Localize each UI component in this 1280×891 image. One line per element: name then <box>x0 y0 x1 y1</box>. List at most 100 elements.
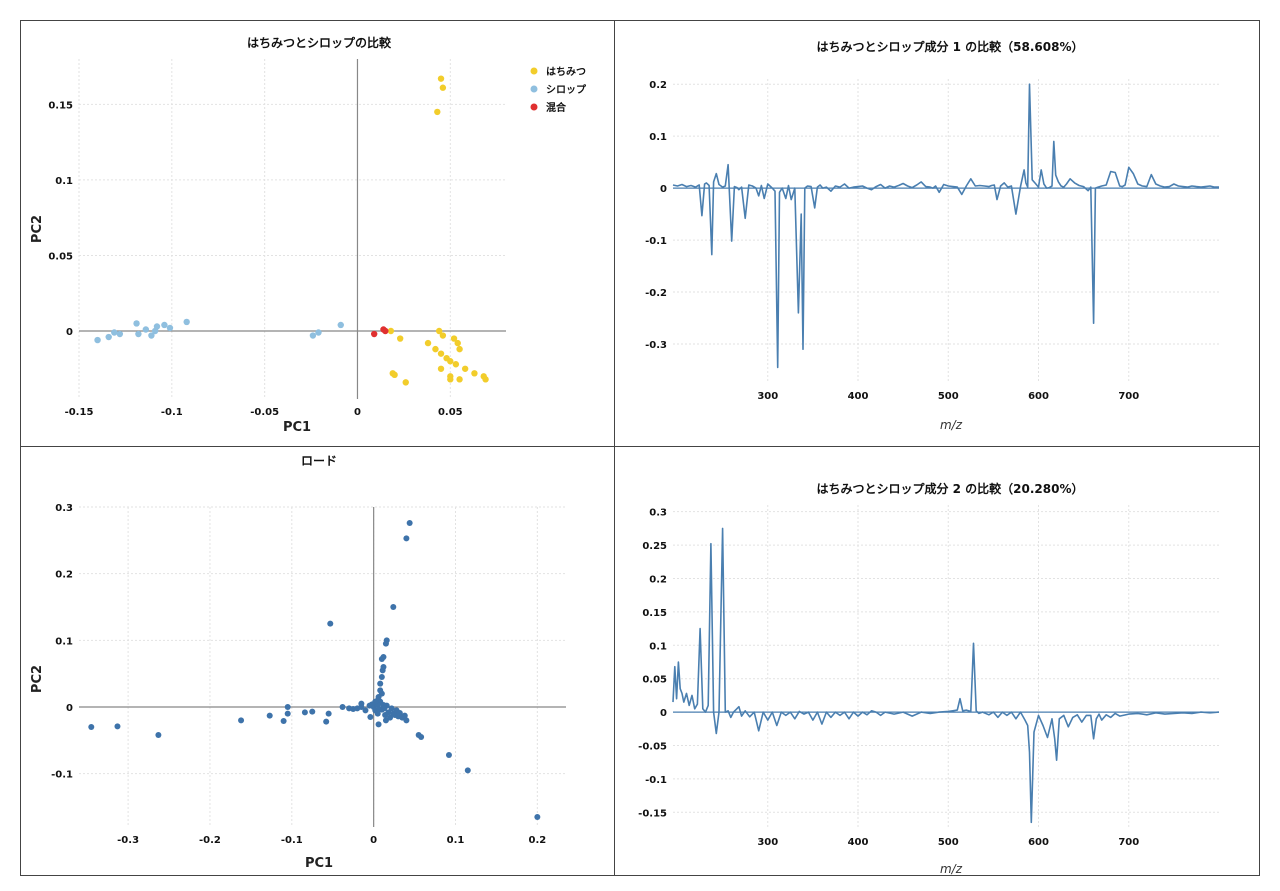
x-tick-label: 0.1 <box>447 835 465 846</box>
scatter-point <box>437 365 445 372</box>
scatter-point <box>376 706 383 712</box>
scatter-point <box>403 717 410 724</box>
legend-label: 混合 <box>546 101 567 114</box>
scatter-point <box>105 333 112 341</box>
scatter-point <box>380 654 387 660</box>
scatter-point <box>153 323 161 330</box>
x-axis-label: PC1 <box>283 420 311 435</box>
x-tick-label: 500 <box>938 391 959 402</box>
legend-marker <box>530 85 538 93</box>
scatter-point <box>358 700 365 707</box>
scatter-point <box>447 358 454 365</box>
scatter-point <box>391 371 398 379</box>
scatter-point <box>369 701 376 708</box>
scatter-point <box>111 329 118 336</box>
scatter-point <box>447 376 454 383</box>
scatter-point <box>362 707 369 714</box>
x-tick-label: 400 <box>848 837 869 848</box>
scatter-point <box>432 345 439 353</box>
scatter-point <box>166 324 174 332</box>
x-axis-label: m/z <box>940 862 963 875</box>
y-tick-label: 0 <box>660 708 667 719</box>
x-tick-label: -0.1 <box>161 407 183 418</box>
y-tick-label: 0.3 <box>55 503 73 514</box>
scatter-point <box>388 705 395 712</box>
scatter-point <box>183 318 190 326</box>
scatter-point <box>315 329 322 336</box>
scatter-point <box>375 721 382 728</box>
component2-panel: 300 400 500 600 700 -0.15 -0.1 -0.05 0 0.05 0.1 0.1… <box>615 447 1259 875</box>
y-tick-label: 0.2 <box>649 80 667 91</box>
scatter-point <box>385 709 392 716</box>
x-tick-label: -0.15 <box>65 407 94 418</box>
x-tick-label: 0.05 <box>438 407 463 418</box>
x-tick-label: 300 <box>757 837 778 848</box>
scatter-point <box>325 710 332 717</box>
y-tick-label: 0.1 <box>55 636 73 647</box>
scatter-point <box>94 336 101 344</box>
x-tick-label: 700 <box>1118 837 1139 848</box>
y-tick-label: -0.1 <box>645 236 667 247</box>
y-tick-label: 0.2 <box>55 570 73 581</box>
scatter-point <box>381 705 388 712</box>
spectrum-line <box>672 83 1219 369</box>
x-tick-label: -0.1 <box>281 835 303 846</box>
scores-scatter-chart: -0.15 -0.1 -0.05 0 0.05 0 0.05 0.1 0.15 はちみつとシロップ… <box>30 35 587 435</box>
scatter-point <box>382 327 389 335</box>
x-tick-label: 600 <box>1028 391 1049 402</box>
scatter-point <box>142 326 150 333</box>
scatter-point <box>435 327 443 335</box>
scatter-point <box>482 376 489 383</box>
scatter-point <box>439 84 447 91</box>
scatter-point <box>135 330 142 338</box>
scatter-point <box>461 365 469 372</box>
scatter-point <box>445 752 452 758</box>
scatter-point <box>534 814 541 820</box>
x-axis-label: PC1 <box>305 856 333 871</box>
scatter-point <box>396 335 404 342</box>
scatter-point <box>387 327 395 335</box>
scatter-point <box>161 321 168 329</box>
scatter-point <box>402 379 409 386</box>
scatter-point <box>378 674 385 680</box>
y-tick-label: 0.05 <box>48 251 73 262</box>
component2-line-chart: 300 400 500 600 700 -0.15 -0.1 -0.05 0 0.05 0.1 0.1… <box>638 481 1220 875</box>
loadings-scatter-chart: -0.3 -0.2 -0.1 0 0.1 0.2 -0.1 0 0.1 0.2 0.3 ロード PC1 P… <box>30 454 566 871</box>
scatter-point <box>148 332 155 339</box>
y-tick-label: 0.1 <box>649 641 667 652</box>
y-tick-label: -0.15 <box>638 808 667 819</box>
x-tick-label: 0.2 <box>528 835 546 846</box>
scatter-point <box>114 723 121 730</box>
component1-panel: 300 400 500 600 700 -0.3 -0.2 -0.1 0 0.1 0.2 はちみつとシ… <box>615 21 1259 447</box>
figure-grid: -0.15 -0.1 -0.05 0 0.05 0 0.05 0.1 0.15 はちみつとシロップ… <box>20 20 1260 876</box>
scatter-point <box>452 361 460 368</box>
chart-title: はちみつとシロップ成分 2 の比較（20.280%） <box>816 481 1083 496</box>
scatter-point <box>309 332 317 339</box>
chart-title: はちみつとシロップの比較 <box>247 35 392 50</box>
scatter-point <box>456 376 463 383</box>
scatter-point <box>377 687 384 694</box>
x-tick-label: -0.05 <box>250 407 279 418</box>
scatter-point <box>266 712 273 719</box>
scatter-point <box>339 704 346 710</box>
x-tick-label: -0.2 <box>199 835 221 846</box>
y-tick-label: 0.1 <box>55 176 73 187</box>
scatter-point <box>238 717 245 724</box>
scatter-point <box>280 718 287 724</box>
x-tick-label: 700 <box>1118 391 1139 402</box>
scatter-point <box>337 321 344 329</box>
scatter-point <box>284 704 291 710</box>
scatter-point <box>450 335 458 342</box>
y-tick-label: 0.2 <box>649 574 667 585</box>
legend-marker <box>530 67 538 75</box>
scatter-point <box>323 718 330 725</box>
x-tick-label: 0 <box>354 407 361 418</box>
scatter-point <box>377 680 384 687</box>
scatter-point <box>437 75 445 82</box>
y-tick-label: -0.05 <box>638 741 667 752</box>
scatter-point <box>390 604 397 610</box>
scatter-point <box>437 350 445 357</box>
scatter-point <box>309 708 316 715</box>
scatter-point <box>155 732 162 738</box>
y-tick-label: -0.2 <box>645 288 667 299</box>
